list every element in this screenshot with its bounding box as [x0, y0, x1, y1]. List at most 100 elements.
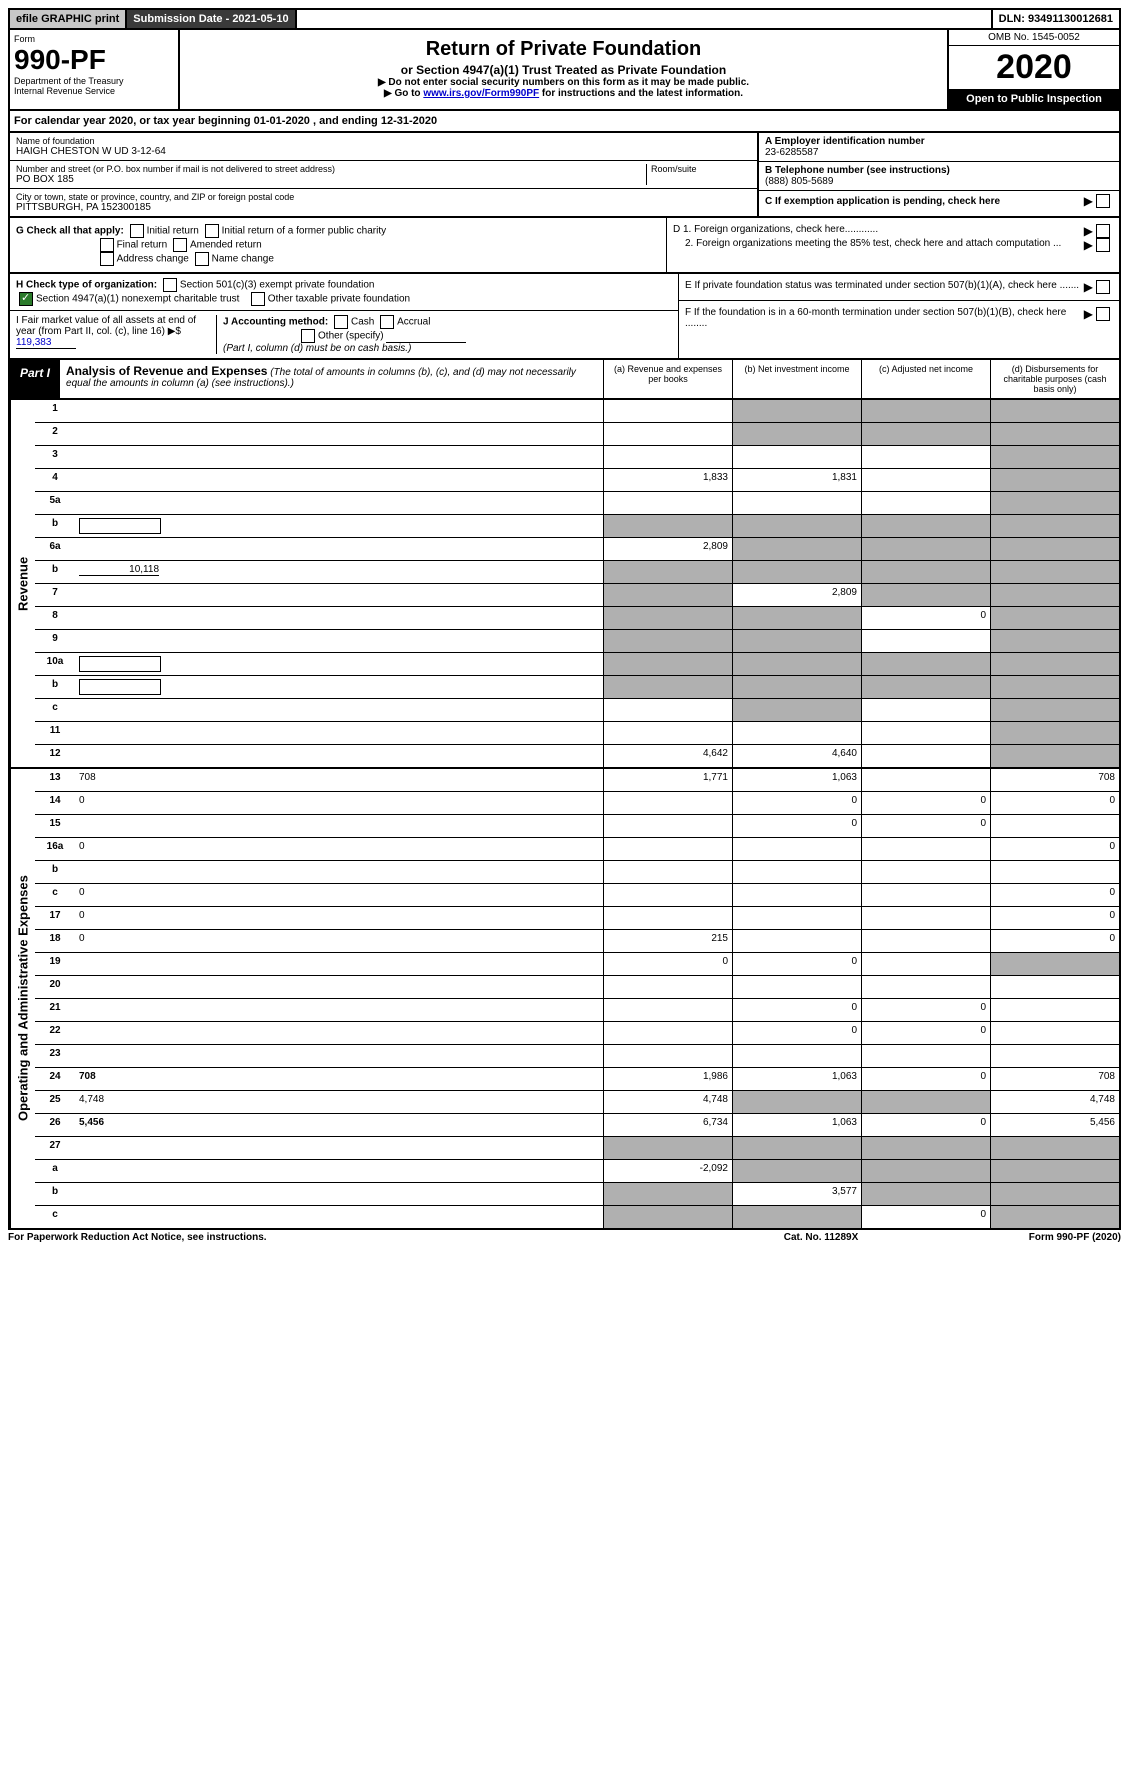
g-opt3: Amended return	[190, 240, 262, 251]
col-c-value	[861, 1160, 990, 1182]
c-checkbox[interactable]	[1096, 194, 1110, 208]
col-d-value	[990, 561, 1119, 583]
col-d-value	[990, 653, 1119, 675]
h-opt3: Other taxable private foundation	[268, 294, 410, 305]
table-row: 265,4566,7341,06305,456	[35, 1114, 1119, 1137]
col-c-value	[861, 492, 990, 514]
line-number: 27	[35, 1137, 75, 1159]
col-b-value	[732, 976, 861, 998]
line-description	[75, 492, 603, 514]
line-description	[75, 999, 603, 1021]
f-checkbox[interactable]	[1096, 307, 1110, 321]
j-chk-other[interactable]	[301, 329, 315, 343]
hij-left: H Check type of organization: Section 50…	[10, 274, 678, 358]
col-c-value	[861, 930, 990, 952]
footer-right: Form 990-PF (2020)	[921, 1232, 1121, 1243]
col-d-value: 0	[990, 907, 1119, 929]
col-b-value	[732, 607, 861, 629]
col-c-value	[861, 907, 990, 929]
table-row: 1700	[35, 907, 1119, 930]
j-chk-cash[interactable]	[334, 315, 348, 329]
table-row: 247081,9861,0630708	[35, 1068, 1119, 1091]
j-chk-accrual[interactable]	[380, 315, 394, 329]
g-chk-name[interactable]	[195, 252, 209, 266]
footer-mid: Cat. No. 11289X	[721, 1232, 921, 1243]
col-a-value	[603, 722, 732, 744]
submission-btn[interactable]: Submission Date - 2021-05-10	[127, 10, 296, 28]
note2-suffix: for instructions and the latest informat…	[542, 88, 743, 99]
d2-checkbox[interactable]	[1096, 238, 1110, 252]
line-description	[75, 953, 603, 975]
g-opt0: Initial return	[147, 226, 199, 237]
line-number: b	[35, 676, 75, 698]
line-number: 5a	[35, 492, 75, 514]
arrow-icon: ▶	[1084, 224, 1093, 238]
arrow-icon: ▶	[1084, 238, 1093, 252]
col-b-value	[732, 838, 861, 860]
e-checkbox[interactable]	[1096, 280, 1110, 294]
table-row: 27	[35, 1137, 1119, 1160]
g-chk-amended[interactable]	[173, 238, 187, 252]
table-row: c00	[35, 884, 1119, 907]
col-c-value: 0	[861, 1068, 990, 1090]
h-chk-other[interactable]	[251, 292, 265, 306]
city-cell: City or town, state or province, country…	[10, 189, 757, 216]
col-a-value	[603, 653, 732, 675]
table-row: 2200	[35, 1022, 1119, 1045]
col-b-value	[732, 676, 861, 698]
efile-btn[interactable]: efile GRAPHIC print	[10, 10, 127, 28]
cal-begin: 01-01-2020	[254, 115, 310, 127]
col-a-value	[603, 423, 732, 445]
h-chk-4947[interactable]	[19, 292, 33, 306]
g-opt1: Initial return of a former public charit…	[222, 226, 387, 237]
d1-label: D 1. Foreign organizations, check here..…	[673, 224, 1084, 238]
col-d-value: 0	[990, 884, 1119, 906]
h-chk-501c3[interactable]	[163, 278, 177, 292]
table-row: 10a	[35, 653, 1119, 676]
col-c-value	[861, 630, 990, 652]
col-a-value	[603, 815, 732, 837]
col-b-value: 3,577	[732, 1183, 861, 1205]
d1-checkbox[interactable]	[1096, 224, 1110, 238]
col-c-value	[861, 538, 990, 560]
line-description: 0	[75, 884, 603, 906]
col-a-value	[603, 838, 732, 860]
table-row: 23	[35, 1045, 1119, 1068]
line-description	[75, 1045, 603, 1067]
section-g: G Check all that apply: Initial return I…	[10, 218, 666, 272]
info-grid: Name of foundation HAIGH CHESTON W UD 3-…	[8, 133, 1121, 218]
line-description: 0	[75, 838, 603, 860]
col-b-value: 1,063	[732, 769, 861, 791]
col-a-value	[603, 446, 732, 468]
g-chk-address[interactable]	[100, 252, 114, 266]
col-d-value	[990, 722, 1119, 744]
part1-header: Part I Analysis of Revenue and Expenses …	[8, 360, 1121, 400]
col-a-value	[603, 1045, 732, 1067]
col-b-value: 1,831	[732, 469, 861, 491]
col-d-value	[990, 1137, 1119, 1159]
col-b-header: (b) Net investment income	[732, 360, 861, 398]
col-a-value: 1,833	[603, 469, 732, 491]
col-d-value	[990, 538, 1119, 560]
header-mid: Return of Private Foundation or Section …	[180, 30, 947, 109]
col-a-value	[603, 884, 732, 906]
table-row: a-2,092	[35, 1160, 1119, 1183]
col-d-value: 0	[990, 838, 1119, 860]
line-description: 4,748	[75, 1091, 603, 1113]
col-b-value	[732, 423, 861, 445]
g-chk-initial[interactable]	[130, 224, 144, 238]
table-row: 6a2,809	[35, 538, 1119, 561]
col-c-value	[861, 676, 990, 698]
g-chk-final[interactable]	[100, 238, 114, 252]
irs-link[interactable]: www.irs.gov/Form990PF	[423, 88, 539, 99]
addr-label: Number and street (or P.O. box number if…	[16, 164, 646, 174]
table-row: 9	[35, 630, 1119, 653]
col-d-value: 708	[990, 1068, 1119, 1090]
part1-title: Analysis of Revenue and Expenses	[66, 364, 267, 378]
col-a-value	[603, 976, 732, 998]
line-number: c	[35, 1206, 75, 1228]
g-chk-initial-former[interactable]	[205, 224, 219, 238]
line-number: 19	[35, 953, 75, 975]
col-c-value: 0	[861, 792, 990, 814]
line-number: 12	[35, 745, 75, 767]
